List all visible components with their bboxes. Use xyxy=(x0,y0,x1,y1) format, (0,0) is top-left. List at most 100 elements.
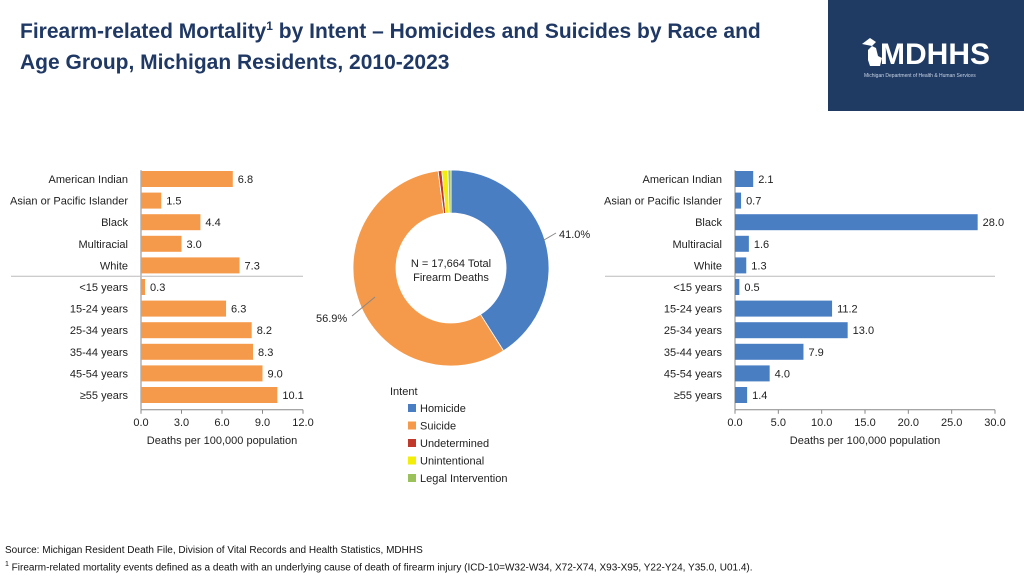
bar-chart-2-bar xyxy=(735,192,742,209)
bar-chart-0-value-label: 6.3 xyxy=(231,304,246,316)
bar-chart-2-value-label: 28.0 xyxy=(983,217,1004,229)
bar-chart-0-value-label: 9.0 xyxy=(268,368,283,380)
bar-chart-2-category-label: 35-44 years xyxy=(664,347,723,359)
bar-chart-2-category-label: Black xyxy=(695,217,722,229)
bar-chart-0-bar xyxy=(141,192,162,209)
charts-area: American Indian 6.8 Asian or Pacific Islan… xyxy=(10,169,1006,485)
bar-chart-0-tick-label: 12.0 xyxy=(292,417,313,429)
bar-chart-0-x-axis-title: Deaths per 100,000 population xyxy=(147,435,297,447)
bar-chart-2-bar xyxy=(735,300,833,317)
logo-subtitle: Michigan Department of Health & Human Se… xyxy=(864,73,976,79)
bar-chart-0-bar xyxy=(141,214,201,231)
bar-chart-2-category-label: Asian or Pacific Islander xyxy=(604,196,722,208)
bar-chart-0-category-label: 15-24 years xyxy=(70,304,129,316)
bar-chart-2-bar xyxy=(735,214,978,231)
legend-label: Legal Intervention xyxy=(420,473,507,485)
bar-chart-0-category-label: White xyxy=(100,260,128,272)
legend-swatch xyxy=(408,404,416,412)
bar-chart-2-value-label: 0.5 xyxy=(744,282,759,294)
bar-chart-0-category-label: <15 years xyxy=(79,282,128,294)
title-footnote-mark: 1 xyxy=(266,19,273,33)
bar-chart-2-bar xyxy=(735,365,770,382)
bar-chart-0-category-label: 45-54 years xyxy=(70,368,129,380)
bar-chart-2-value-label: 7.9 xyxy=(808,347,823,359)
legend-swatch xyxy=(408,439,416,447)
bar-chart-2-tick-label: 15.0 xyxy=(854,417,875,429)
bar-chart-0-value-label: 8.2 xyxy=(257,325,272,337)
bar-chart-0-value-label: 7.3 xyxy=(245,260,260,272)
title-part1: Firearm-related Mortality xyxy=(20,20,267,43)
footnote-text: Firearm-related mortality events defined… xyxy=(8,562,753,574)
bar-chart-2-value-label: 1.6 xyxy=(754,239,769,251)
mdhhs-logo: MDHHS Michigan Department of Health & Hu… xyxy=(828,0,1024,111)
bar-chart-2-value-label: 1.4 xyxy=(752,390,767,402)
bar-chart-0-category-label: 25-34 years xyxy=(70,325,129,337)
bar-chart-2-category-label: ≥55 years xyxy=(674,390,723,402)
bar-chart-0-value-label: 10.1 xyxy=(282,390,303,402)
bar-chart-0-bar xyxy=(141,322,252,339)
legend-swatch xyxy=(408,474,416,482)
bar-chart-0-bar xyxy=(141,343,254,360)
bar-chart-2-value-label: 2.1 xyxy=(758,174,773,186)
bar-chart-0-value-label: 1.5 xyxy=(166,196,181,208)
bar-chart-2-category-label: 25-34 years xyxy=(664,325,723,337)
bar-chart-2-bar xyxy=(735,235,749,252)
donut-annotation: 56.9% xyxy=(316,313,347,325)
bar-chart-0-bar xyxy=(141,300,227,317)
bar-chart-2-bar xyxy=(735,279,740,295)
bar-chart-0-value-label: 4.4 xyxy=(205,217,220,229)
bar-chart-0-category-label: 35-44 years xyxy=(70,347,129,359)
bar-chart-0-value-label: 0.3 xyxy=(150,282,165,294)
bar-chart-2-bar xyxy=(735,257,747,274)
bar-chart-0-bar xyxy=(141,257,240,274)
bar-chart-2-tick-label: 20.0 xyxy=(898,417,919,429)
bar-chart-2-tick-label: 0.0 xyxy=(727,417,742,429)
legend-title: Intent xyxy=(390,386,418,398)
bar-chart-0-category-label: American Indian xyxy=(49,174,129,186)
bar-chart-0-tick-label: 9.0 xyxy=(255,417,270,429)
bar-chart-2-bar xyxy=(735,171,754,187)
bar-chart-2-value-label: 1.3 xyxy=(751,260,766,272)
bar-chart-0-tick-label: 3.0 xyxy=(174,417,189,429)
donut-center-label-2: Firearm Deaths xyxy=(413,272,489,284)
bar-chart-2-category-label: White xyxy=(694,260,722,272)
bar-chart-0-value-label: 6.8 xyxy=(238,174,253,186)
bar-chart-2-tick-label: 30.0 xyxy=(984,417,1005,429)
bar-chart-2-category-label: <15 years xyxy=(673,282,722,294)
donut-slice xyxy=(352,170,505,367)
legend-label: Unintentional xyxy=(420,456,484,468)
bar-chart-2-tick-label: 25.0 xyxy=(941,417,962,429)
bar-chart-2-value-label: 13.0 xyxy=(853,325,874,337)
footnote-mark: 1 xyxy=(5,561,9,568)
bar-chart-0-category-label: Asian or Pacific Islander xyxy=(10,196,128,208)
bar-chart-0-category-label: Multiracial xyxy=(78,239,128,251)
bar-chart-2-value-label: 11.2 xyxy=(837,304,858,316)
bar-chart-2-category-label: Multiracial xyxy=(672,239,722,251)
bar-chart-0-bar xyxy=(141,279,146,295)
bar-chart-2-x-axis-title: Deaths per 100,000 population xyxy=(790,435,940,447)
bar-chart-0-bar xyxy=(141,235,182,252)
bar-chart-2-value-label: 0.7 xyxy=(746,196,761,208)
bar-chart-0-value-label: 3.0 xyxy=(187,239,202,251)
donut-annotation: 41.0% xyxy=(559,229,590,241)
bar-chart-2-tick-label: 10.0 xyxy=(811,417,832,429)
bar-chart-0-category-label: Black xyxy=(101,217,128,229)
bar-chart-0-value-label: 8.3 xyxy=(258,347,273,359)
donut-slice xyxy=(450,169,550,352)
bar-chart-2-value-label: 4.0 xyxy=(775,368,790,380)
legend-label: Suicide xyxy=(420,421,456,433)
michigan-icon xyxy=(862,38,882,66)
footnote: 1 Firearm-related mortality events defin… xyxy=(5,558,753,575)
legend-swatch xyxy=(408,456,416,465)
donut-center-label-1: N = 17,664 Total xyxy=(411,258,491,270)
bar-chart-0-tick-label: 0.0 xyxy=(133,417,148,429)
bar-chart-0-tick-label: 6.0 xyxy=(214,417,229,429)
footer: Source: Michigan Resident Death File, Di… xyxy=(5,544,753,575)
bar-chart-2-bar xyxy=(735,322,848,339)
source-note: Source: Michigan Resident Death File, Di… xyxy=(5,545,423,556)
legend-label: Homicide xyxy=(420,403,466,415)
legend-swatch xyxy=(408,421,416,430)
donut-leader-line xyxy=(351,296,376,317)
logo-text: MDHHS xyxy=(880,38,990,71)
title-part2: by Intent – Homicides and Suicides by Ra… xyxy=(20,20,761,74)
